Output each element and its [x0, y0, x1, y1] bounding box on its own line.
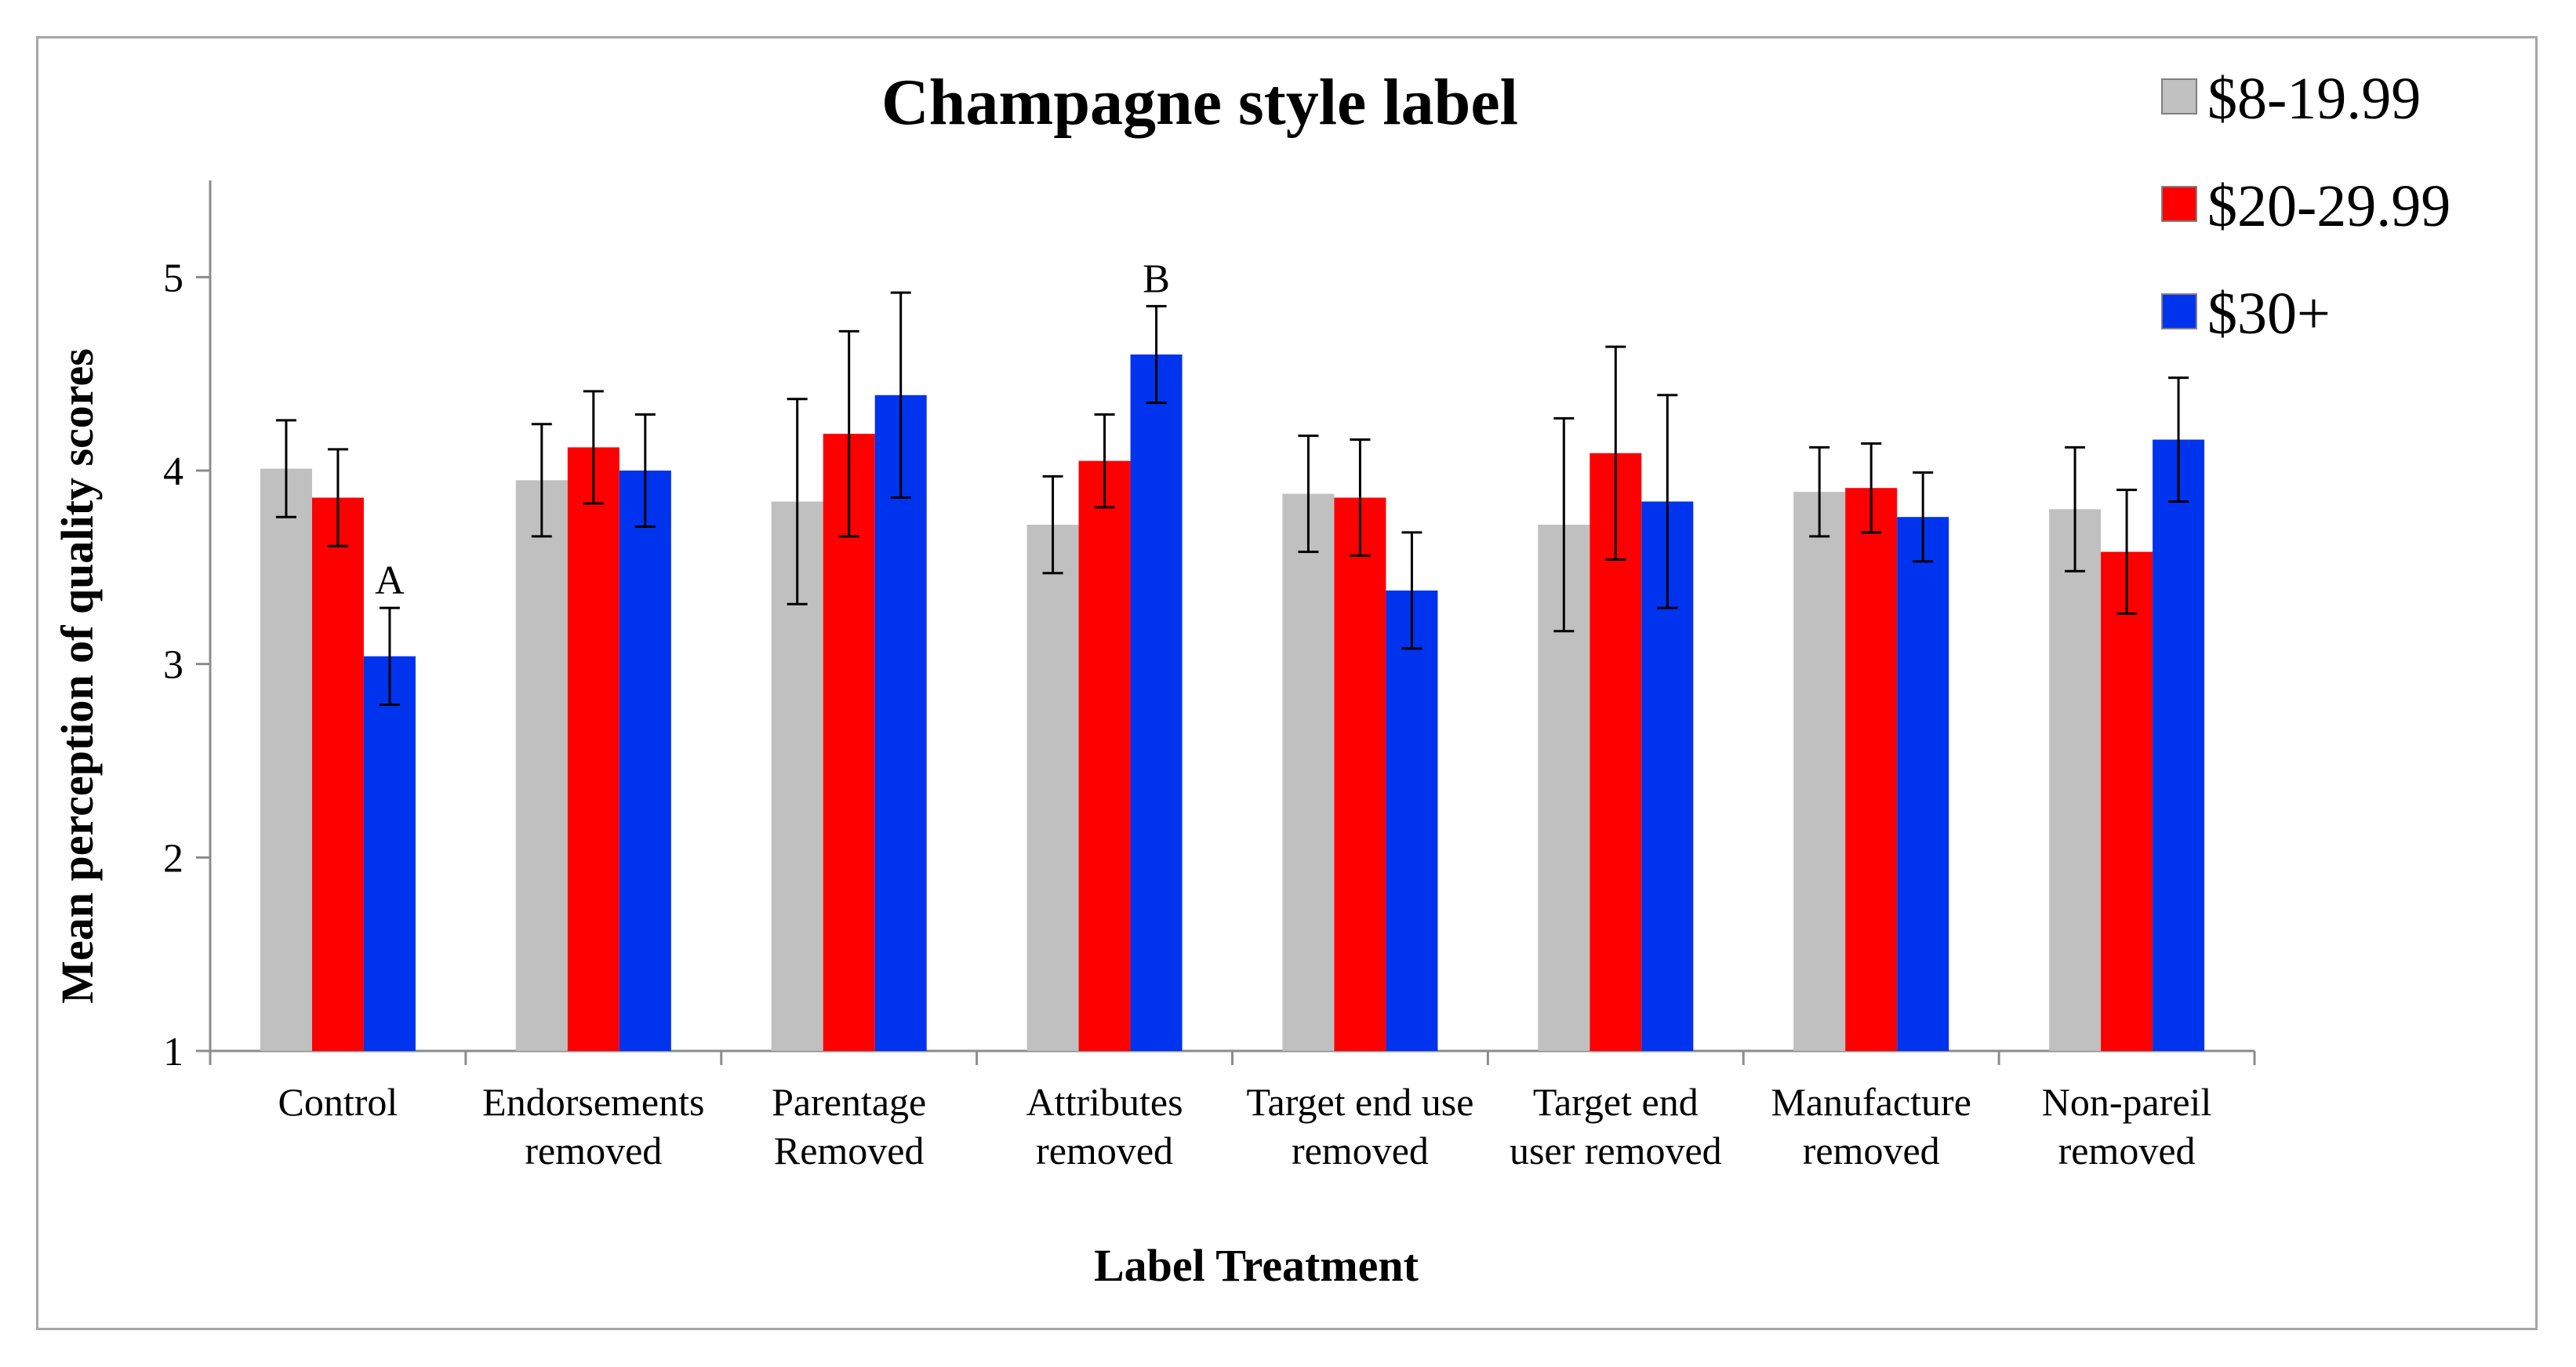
error-bars: [275, 291, 2189, 706]
bar: [311, 497, 364, 1051]
x-category-label: Attributes removed: [1026, 1080, 1183, 1172]
x-category-label: Control: [278, 1080, 398, 1124]
legend-swatch: [2161, 293, 2197, 329]
y-tick-label: 3: [163, 643, 183, 688]
legend: $8-19.99 $20-29.99 $30+: [2161, 66, 2451, 347]
bar: [1282, 493, 1335, 1051]
bar: [567, 447, 619, 1051]
chart-title: Champagne style label: [881, 66, 1518, 139]
bar: [874, 394, 927, 1051]
bar: [1793, 492, 1846, 1051]
bars: [260, 354, 2205, 1051]
axes: 1 2 3 4 5 Control Endorsements removed Parentage…: [163, 180, 2256, 1172]
x-category-label: Manufacture removed: [1771, 1080, 1971, 1172]
x-category-label: Endorsements removed: [482, 1080, 704, 1172]
bar: [2049, 509, 2102, 1051]
bar: [619, 471, 671, 1051]
y-tick-label: 1: [163, 1030, 183, 1074]
bar: [1334, 497, 1386, 1051]
legend-label: $20-29.99: [2207, 173, 2451, 239]
y-tick-label: 5: [163, 256, 183, 300]
bar: [515, 480, 568, 1051]
bar: [2101, 551, 2153, 1051]
legend-swatch: [2161, 186, 2197, 222]
y-tick-label: 4: [163, 449, 183, 494]
x-category-label: Target end use removed: [1246, 1080, 1473, 1172]
bar: [1130, 354, 1183, 1051]
bar: [260, 468, 312, 1051]
bar: [1026, 525, 1079, 1051]
bar: [1897, 517, 1949, 1051]
significance-letter: B: [1143, 256, 1170, 301]
bar: [1386, 590, 1438, 1051]
bar: [363, 656, 416, 1051]
x-category-label: Target end user removed: [1510, 1080, 1722, 1172]
x-category-label: Parentage Removed: [772, 1080, 926, 1172]
significance-letter: A: [375, 558, 405, 603]
y-axis-title: Mean perception of quality scores: [52, 348, 103, 1004]
y-tick-label: 2: [163, 836, 183, 881]
x-category-label: Non-pareil removed: [2042, 1080, 2212, 1172]
x-axis-title: Label Treatment: [1094, 1240, 1419, 1291]
bar: [2153, 439, 2205, 1051]
legend-label: $30+: [2207, 281, 2331, 347]
legend-label: $8-19.99: [2207, 66, 2421, 132]
annotations: AB: [375, 256, 1170, 603]
bar: [1078, 460, 1131, 1051]
bar: [1845, 488, 1898, 1051]
legend-swatch: [2161, 78, 2197, 115]
